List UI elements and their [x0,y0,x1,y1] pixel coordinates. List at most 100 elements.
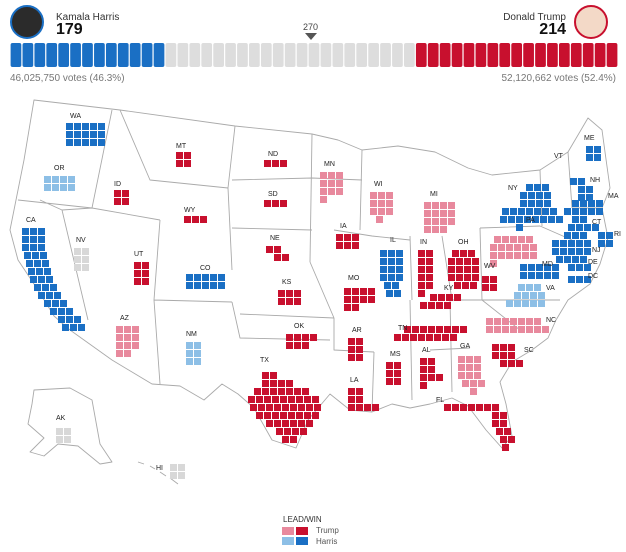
electoral-vote-cell [606,232,613,239]
electoral-vote-cell [490,244,497,251]
electoral-vote-cell [264,200,271,207]
electoral-vote-cell [90,139,97,146]
state-md[interactable] [520,264,559,279]
ev-bar-segment-uncalled [237,43,248,67]
state-nv[interactable] [74,248,89,271]
state-vt[interactable] [570,178,585,185]
harris-popular-votes: 46,025,750 votes (46.3%) [10,73,125,84]
electoral-vote-cell [302,388,309,395]
state-ct[interactable] [564,224,599,239]
state-ne[interactable] [266,246,289,261]
electoral-vote-cell [452,404,459,411]
state-ks[interactable] [278,290,301,305]
state-label-mn: MN [324,161,335,168]
electoral-vote-cell [280,396,287,403]
state-mo[interactable] [344,288,375,311]
state-ny[interactable] [500,184,563,231]
electoral-vote-cell [46,276,53,283]
state-sc[interactable] [492,344,523,367]
state-ak[interactable] [56,428,71,443]
state-or[interactable] [44,176,75,191]
electoral-vote-cell [564,208,571,215]
electoral-vote-cell [568,276,575,283]
state-id[interactable] [114,190,129,205]
state-nd[interactable] [264,160,287,167]
electoral-vote-cell [508,216,515,223]
state-ma[interactable] [564,200,603,223]
state-ar[interactable] [348,338,363,361]
ev-bar-segment-uncalled [404,43,415,67]
electoral-vote-cell [508,344,515,351]
electoral-vote-cell [388,266,395,273]
electoral-vote-cell [66,316,73,323]
electoral-vote-cell [536,272,543,279]
state-nh[interactable] [578,186,593,201]
state-me[interactable] [586,146,601,161]
state-nj[interactable] [552,240,591,263]
electoral-vote-cell [586,146,593,153]
state-hi[interactable] [170,464,185,479]
electoral-vote-cell [266,420,273,427]
electoral-vote-cell [348,388,355,395]
electoral-vote-cell [296,412,303,419]
ev-bar-segment-trump [511,43,523,67]
electoral-vote-cell [328,188,335,195]
electoral-vote-cell [514,292,521,299]
state-la[interactable] [348,388,379,411]
state-label-nm: NM [186,331,197,338]
state-ut[interactable] [134,262,149,285]
state-de[interactable] [568,264,591,271]
state-wy[interactable] [184,216,207,223]
electoral-vote-cell [122,198,129,205]
electoral-vote-cell [418,274,425,281]
electoral-vote-cell [510,208,517,215]
state-ca[interactable] [22,228,85,331]
state-al[interactable] [420,358,443,389]
state-dc[interactable] [568,276,591,283]
electoral-vote-cell [438,294,445,301]
electoral-vote-cell [116,334,123,341]
state-label-co: CO [200,265,211,272]
state-wi[interactable] [370,192,393,223]
electoral-vote-cell [286,388,293,395]
state-va[interactable] [506,284,545,307]
ev-bar-segment-uncalled [356,43,368,67]
state-co[interactable] [186,274,225,289]
state-az[interactable] [116,326,139,357]
state-mi[interactable] [424,202,455,233]
electoral-vote-cell [584,248,591,255]
state-pa[interactable] [490,236,537,267]
state-sd[interactable] [264,200,287,207]
state-nc[interactable] [486,318,549,333]
electoral-vote-cell [30,236,37,243]
ev-bar-segment-trump [427,43,439,67]
ev-bar-segment-harris [153,43,165,67]
ev-bar-segment-uncalled [201,43,213,67]
state-wv[interactable] [482,276,497,291]
electoral-vote-cell [388,250,395,257]
state-fl[interactable] [444,404,515,451]
state-in[interactable] [418,250,433,297]
state-label-wi: WI [374,181,383,188]
electoral-vote-cell [444,326,451,333]
state-tn[interactable] [394,326,467,341]
electoral-vote-cell [386,192,393,199]
state-ga[interactable] [458,356,485,395]
electoral-vote-cell [82,131,89,138]
state-ri[interactable] [598,232,613,247]
state-tx[interactable] [248,372,321,443]
state-ms[interactable] [386,362,401,385]
state-mn[interactable] [320,172,343,203]
electoral-vote-cell [578,186,585,193]
state-mt[interactable] [176,152,191,167]
state-ok[interactable] [286,334,317,349]
state-ky[interactable] [420,294,461,309]
state-ia[interactable] [336,234,359,249]
state-nm[interactable] [186,342,201,365]
state-oh[interactable] [448,250,479,289]
state-il[interactable] [380,250,403,297]
electoral-vote-cell [426,334,433,341]
state-wa[interactable] [66,123,105,146]
electoral-vote-cell [186,282,193,289]
electoral-vote-cell [552,240,559,247]
